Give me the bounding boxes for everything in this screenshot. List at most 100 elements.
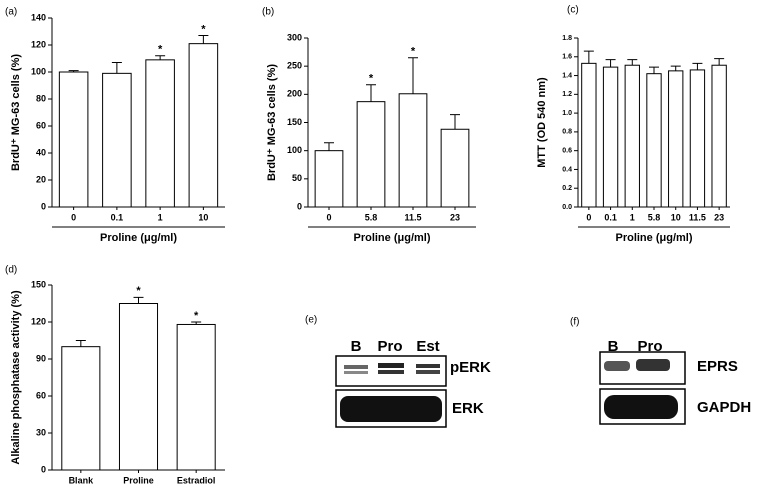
band [604, 361, 630, 371]
x-tick-label: 1 [630, 212, 635, 222]
band [378, 363, 404, 368]
significance: * [136, 285, 141, 297]
error-bar [68, 70, 79, 72]
bar [61, 346, 101, 471]
y-tick-label: 200 [287, 89, 302, 99]
row-label: ERK [452, 400, 484, 417]
panel-label: (d) [5, 265, 17, 276]
bar [176, 323, 216, 471]
band [344, 371, 368, 374]
y-tick-label: 0 [41, 464, 46, 474]
band [340, 396, 442, 422]
y-tick-label: 100 [31, 66, 46, 76]
x-tick-label: 0.1 [111, 212, 124, 222]
bar [356, 101, 386, 208]
y-tick-label: 30 [36, 427, 46, 437]
blot-e: (e) B Pro Est pERK ERK [305, 315, 491, 428]
band [378, 370, 404, 374]
blot-f: (f) B Pro EPRS GAPDH [570, 317, 751, 425]
chart: (b) 0 50 100 150 200 250 300 BrdU⁺ MG-63 cells (… [262, 7, 476, 244]
significance: * [369, 73, 374, 85]
y-tick-label: 100 [287, 145, 302, 155]
bar [118, 303, 159, 471]
y-axis-label: Alkaline phosphatase activity (%) [10, 290, 22, 465]
y-tick-label: 300 [287, 32, 302, 42]
band [416, 364, 440, 368]
panel-label: (b) [262, 7, 274, 18]
y-tick-label: 60 [36, 390, 46, 400]
x-axis-label: Proline (μg/ml) [100, 232, 177, 244]
x-tick-label: 0.1 [604, 212, 617, 222]
bar [398, 93, 428, 208]
error-bar [627, 59, 638, 66]
y-tick-label: 0 [297, 201, 302, 211]
x-tick-label: Proline [123, 475, 154, 485]
y-tick-label: 40 [36, 147, 46, 157]
error-bar [670, 65, 681, 71]
lane-label: Pro [637, 338, 662, 355]
panel-label: (f) [570, 317, 579, 328]
x-tick-label: 0 [71, 212, 76, 222]
chart: (c) 0.0 0.2 0.4 0.6 0.8 1.0 1.2 1.4 1.6 1.8 MTT (OD… [536, 5, 730, 244]
bar [689, 69, 706, 208]
error-bar [198, 35, 209, 44]
error-bar [111, 62, 122, 74]
band [636, 359, 670, 371]
significance: * [201, 23, 206, 35]
x-tick-label: 11.5 [404, 212, 421, 222]
bar [668, 70, 684, 208]
lane-label: Pro [377, 338, 402, 355]
significance: * [194, 310, 199, 322]
x-tick-label: 10 [671, 212, 681, 222]
y-axis-label: BrdU⁺ MG-63 cells (%) [10, 54, 22, 171]
x-tick-label: Estradiol [177, 475, 216, 485]
chart: (d) 0 30 60 90 120 150 Alkaline phosphatase act… [5, 265, 225, 485]
x-tick-label: Blank [69, 475, 95, 485]
y-tick-label: 50 [292, 173, 302, 183]
x-tick-label: 0 [326, 212, 331, 222]
y-tick-label: 1.0 [562, 110, 572, 117]
band [344, 365, 368, 369]
bar [646, 73, 662, 208]
y-tick-label: 90 [36, 353, 46, 363]
y-tick-label: 20 [36, 174, 46, 184]
y-tick-label: 1.6 [562, 54, 572, 61]
panel-label: (a) [5, 7, 17, 18]
x-tick-label: 0 [586, 212, 591, 222]
bar [440, 128, 470, 208]
y-tick-label: 150 [31, 279, 46, 289]
bar [581, 62, 597, 208]
x-tick-label: 5.8 [365, 212, 378, 222]
bar [711, 64, 727, 208]
lane-label: Est [416, 338, 439, 355]
y-tick-label: 150 [287, 117, 302, 127]
error-bar [155, 55, 166, 60]
bar [314, 150, 344, 208]
x-axis-label: Proline (μg/ml) [353, 232, 430, 244]
error-bar [324, 142, 334, 151]
lane-label: B [608, 338, 619, 355]
error-bar [75, 340, 86, 347]
panel-label: (e) [305, 315, 317, 326]
significance: * [411, 46, 416, 58]
x-tick-label: 1 [158, 212, 163, 222]
bar [188, 43, 219, 208]
error-bar [408, 57, 418, 94]
y-tick-label: 0.0 [562, 204, 572, 211]
x-tick-label: 10 [198, 212, 208, 222]
y-tick-label: 0.4 [562, 166, 572, 173]
y-tick-label: 60 [36, 120, 46, 130]
row-label: pERK [450, 359, 491, 376]
error-bar [605, 59, 616, 68]
y-axis-label: MTT (OD 540 nm) [536, 77, 548, 168]
y-tick-label: 0.2 [562, 185, 572, 192]
y-tick-label: 1.2 [562, 91, 572, 98]
error-bar [191, 321, 202, 325]
y-tick-label: 0.8 [562, 129, 572, 136]
y-tick-label: 1.8 [562, 35, 572, 42]
x-axis-label: Proline (μg/ml) [615, 232, 692, 244]
row-label: GAPDH [697, 399, 751, 416]
band [416, 370, 440, 374]
error-bar [649, 66, 659, 74]
